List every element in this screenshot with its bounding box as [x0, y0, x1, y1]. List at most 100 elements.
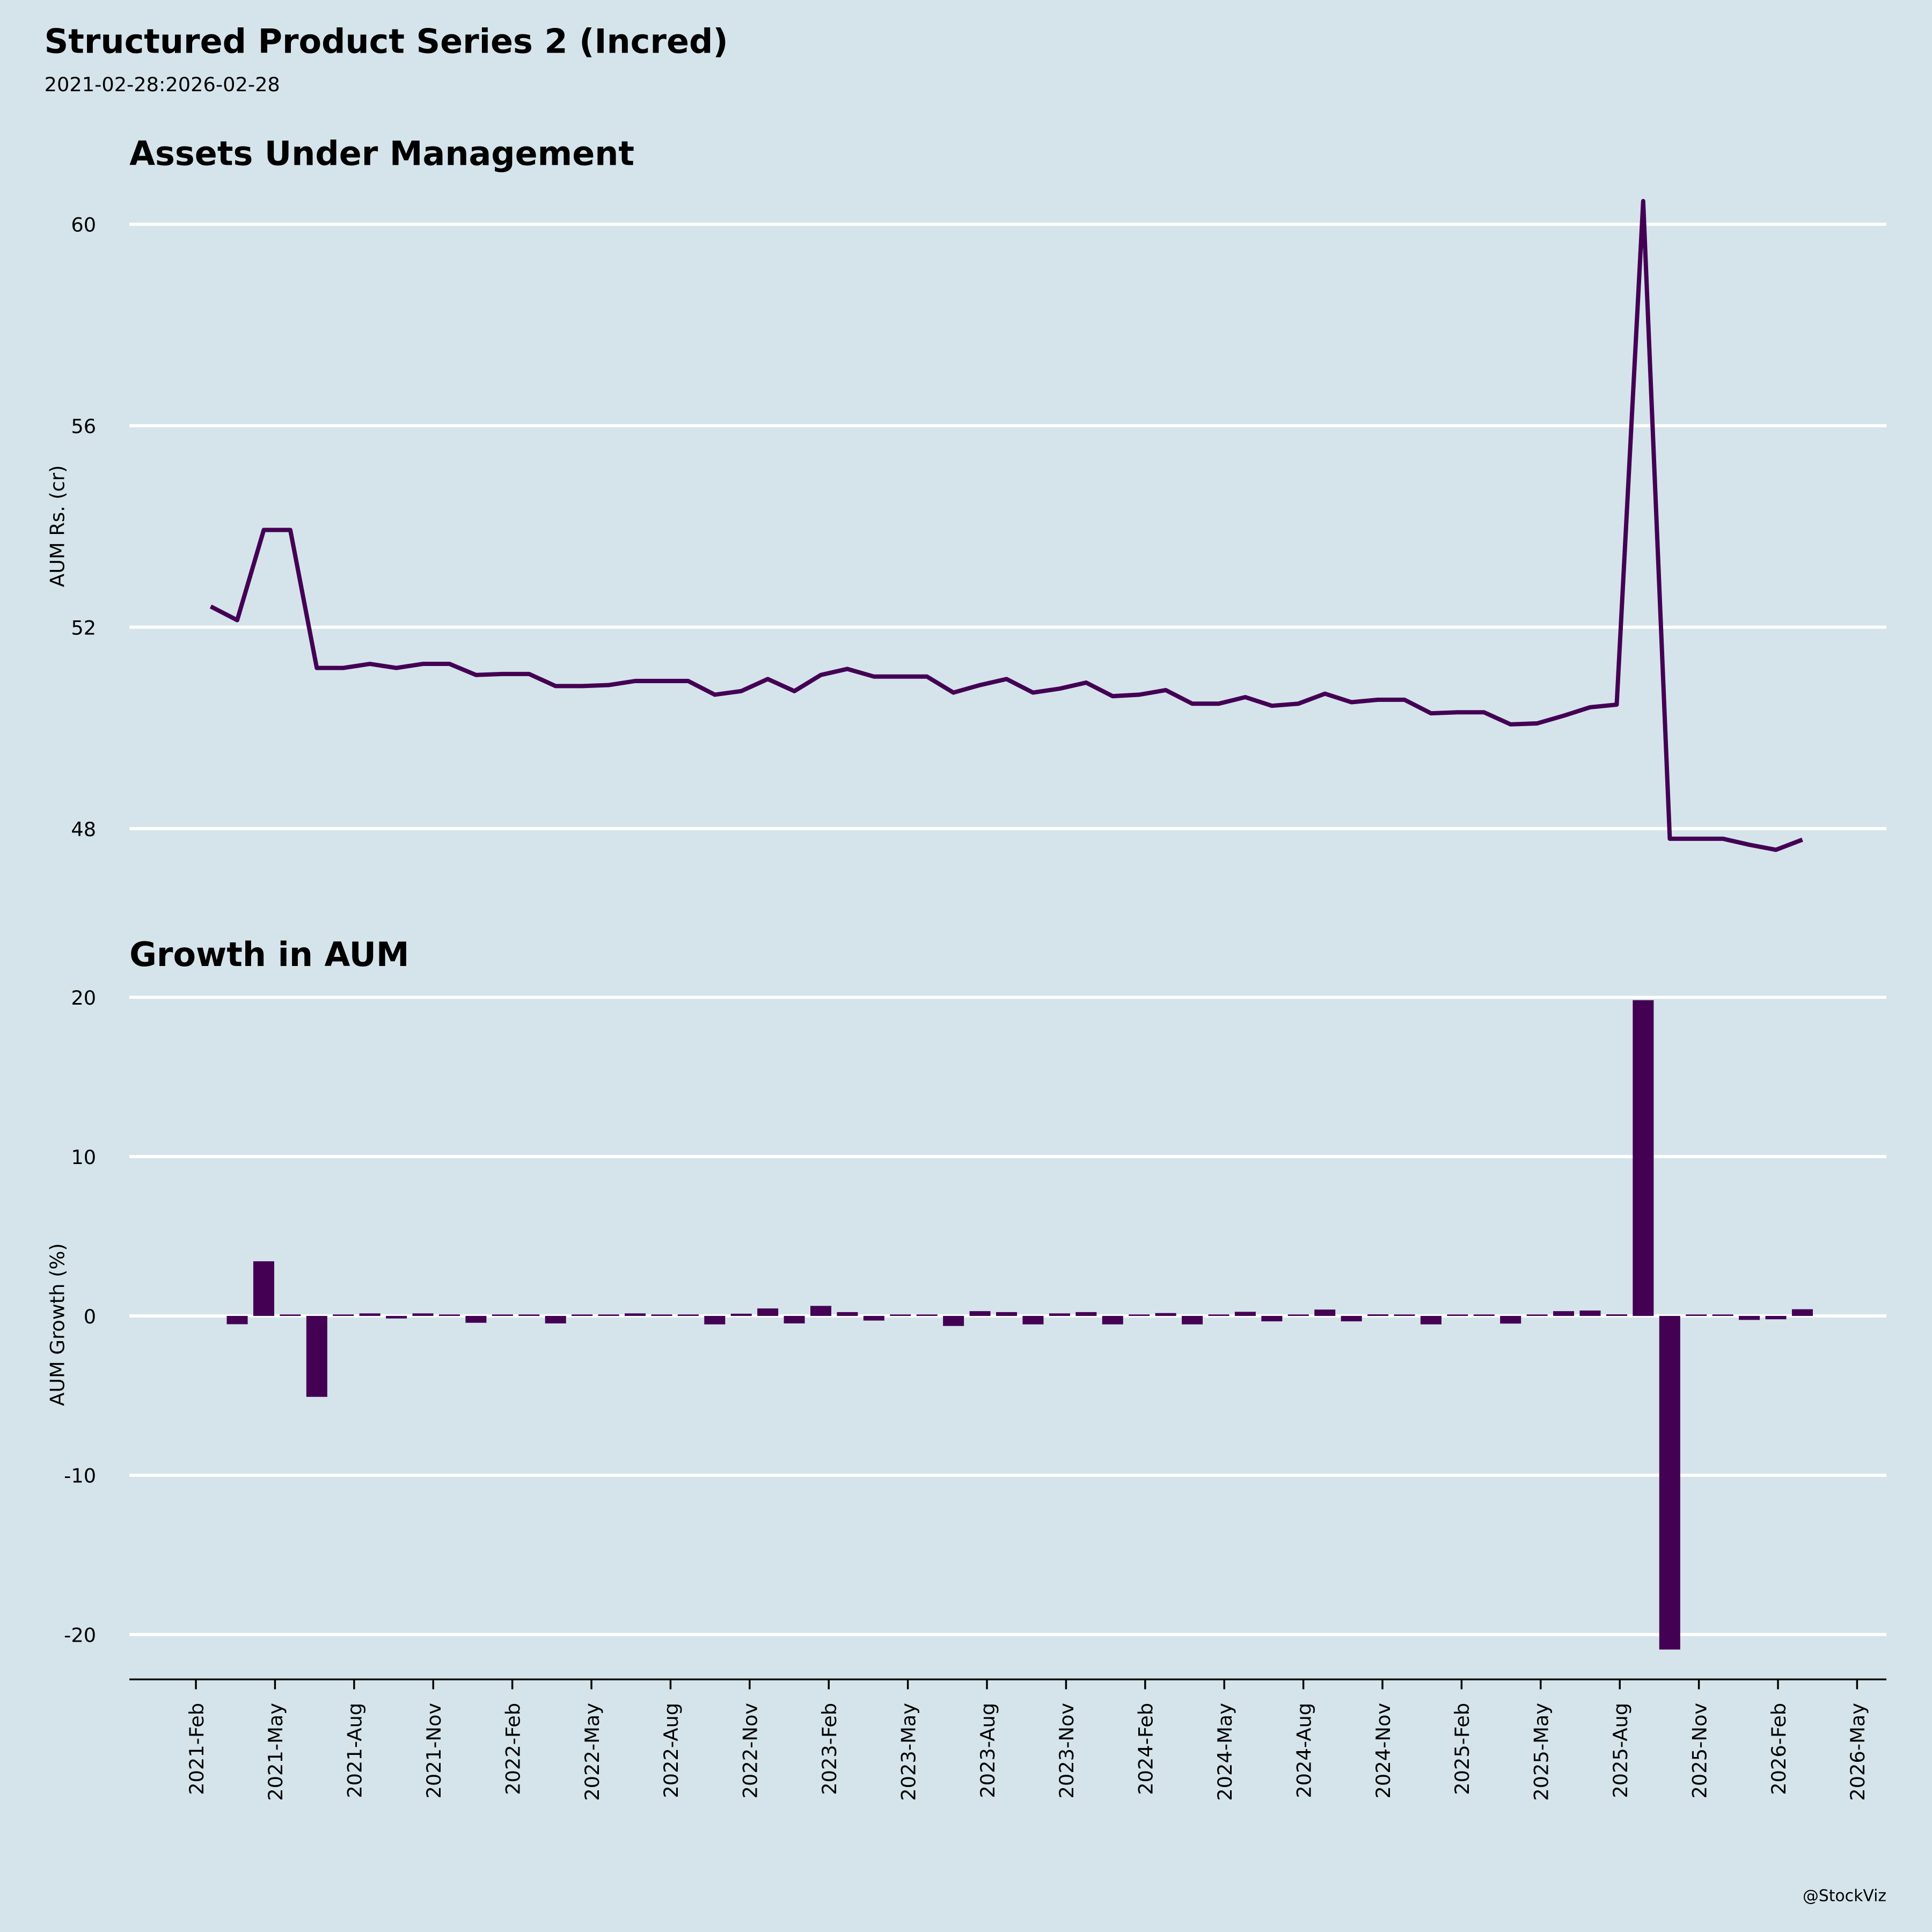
growth-bar: [465, 1316, 487, 1323]
growth-bar: [1049, 1313, 1070, 1316]
growth-bar: [1075, 1312, 1097, 1316]
growth-y-tick-label: -20: [64, 1624, 96, 1647]
growth-bar: [890, 1314, 911, 1316]
x-ticks: 2021-Feb 2021-May 2021-Aug 2021-Nov 2022-Feb…: [185, 1679, 1869, 1801]
growth-bar: [412, 1313, 434, 1316]
growth-bar: [359, 1313, 380, 1316]
growth-bar: [572, 1314, 593, 1316]
growth-bar: [810, 1306, 832, 1316]
growth-bar: [1287, 1314, 1309, 1316]
x-tick-label: 2022-Feb: [501, 1703, 524, 1795]
growth-bar: [1447, 1314, 1468, 1316]
growth-bar: [969, 1311, 991, 1316]
growth-bar: [226, 1316, 248, 1324]
growth-bar: [1686, 1314, 1707, 1316]
x-tick-label: 2023-May: [897, 1703, 920, 1801]
growth-bar: [1526, 1314, 1548, 1316]
growth-bar: [730, 1313, 752, 1316]
growth-bar: [704, 1316, 726, 1324]
chart-subtitle: 2021-02-28:2026-02-28: [45, 73, 280, 96]
growth-bar: [1208, 1314, 1230, 1316]
growth-bar: [1341, 1316, 1362, 1322]
growth-bar: [1420, 1316, 1441, 1324]
aum-y-tick-label: 56: [71, 415, 96, 438]
growth-bar: [1394, 1314, 1415, 1316]
x-tick-label: 2026-Feb: [1767, 1703, 1790, 1795]
aum-y-tick-label: 52: [71, 616, 96, 639]
growth-bar: [863, 1316, 884, 1321]
growth-bar: [545, 1316, 566, 1323]
x-tick-label: 2024-May: [1213, 1703, 1236, 1801]
growth-bar: [837, 1312, 858, 1316]
aum-y-tick-label: 60: [71, 214, 96, 237]
aum-y-tick-label: 48: [71, 818, 96, 841]
growth-panel-title: Growth in AUM: [129, 935, 409, 974]
growth-bar: [492, 1314, 513, 1316]
x-tick-label: 2025-Nov: [1688, 1703, 1711, 1798]
growth-bar: [624, 1313, 646, 1316]
growth-bar: [1765, 1316, 1787, 1320]
growth-bar: [438, 1314, 460, 1316]
x-tick-label: 2023-Feb: [818, 1703, 841, 1795]
growth-bar: [1606, 1314, 1627, 1316]
growth-bar: [1712, 1314, 1733, 1316]
x-tick-label: 2022-Nov: [739, 1703, 762, 1798]
growth-bar: [1553, 1311, 1575, 1316]
aum-line: [209, 199, 1803, 852]
x-tick-label: 2026-May: [1846, 1703, 1869, 1801]
growth-bar: [598, 1314, 619, 1316]
x-tick-label: 2021-Nov: [422, 1703, 445, 1798]
x-tick-label: 2022-May: [581, 1703, 604, 1801]
x-tick-label: 2021-Aug: [343, 1703, 367, 1798]
growth-bar: [253, 1261, 274, 1316]
x-tick-label: 2024-Aug: [1292, 1703, 1315, 1798]
watermark: @StockViz: [1803, 1887, 1886, 1906]
growth-bar: [1102, 1316, 1123, 1324]
growth-bar: [518, 1314, 540, 1316]
growth-bar: [1791, 1309, 1813, 1316]
growth-bar: [996, 1312, 1018, 1316]
x-tick-label: 2021-May: [264, 1703, 287, 1801]
growth-bar: [1182, 1316, 1203, 1324]
aum-gridlines: 48 52 56 60: [71, 214, 1887, 841]
x-tick-label: 2025-May: [1530, 1703, 1553, 1801]
x-tick-label: 2025-Feb: [1451, 1703, 1474, 1795]
growth-y-tick-label: 10: [71, 1146, 96, 1169]
growth-bar: [1739, 1316, 1760, 1320]
growth-bar: [916, 1314, 938, 1316]
aum-panel-title: Assets Under Management: [129, 134, 634, 173]
growth-y-tick-label: 0: [84, 1305, 96, 1328]
growth-bar: [1659, 1316, 1680, 1650]
growth-bar: [1500, 1316, 1521, 1324]
growth-bar: [1261, 1316, 1283, 1322]
growth-bar: [386, 1316, 407, 1319]
growth-bars: [226, 1000, 1813, 1650]
x-tick-label: 2023-Aug: [976, 1703, 999, 1798]
growth-bar: [943, 1316, 964, 1326]
growth-y-tick-label: -10: [64, 1465, 96, 1488]
growth-bar: [333, 1314, 354, 1316]
growth-bar: [280, 1314, 301, 1316]
growth-bar: [757, 1308, 779, 1316]
growth-bar: [1234, 1312, 1256, 1316]
growth-bar: [1579, 1310, 1601, 1316]
growth-bar: [1367, 1314, 1389, 1316]
growth-bar: [1022, 1316, 1044, 1324]
growth-bar: [784, 1316, 805, 1323]
growth-bar: [1473, 1314, 1495, 1316]
x-tick-label: 2021-Feb: [185, 1703, 208, 1795]
x-tick-label: 2023-Nov: [1055, 1703, 1078, 1798]
x-tick-label: 2024-Nov: [1372, 1703, 1395, 1798]
aum-y-label: AUM Rs. (cr): [46, 465, 69, 587]
growth-bar: [651, 1314, 672, 1316]
growth-bar: [1129, 1314, 1150, 1316]
growth-y-label: AUM Growth (%): [46, 1243, 69, 1406]
growth-bar: [677, 1314, 699, 1316]
growth-bar: [306, 1316, 327, 1397]
x-tick-label: 2024-Feb: [1135, 1703, 1158, 1795]
chart-title: Structured Product Series 2 (Incred): [45, 22, 728, 61]
x-tick-label: 2022-Aug: [660, 1703, 683, 1798]
growth-bar: [1633, 1000, 1654, 1316]
